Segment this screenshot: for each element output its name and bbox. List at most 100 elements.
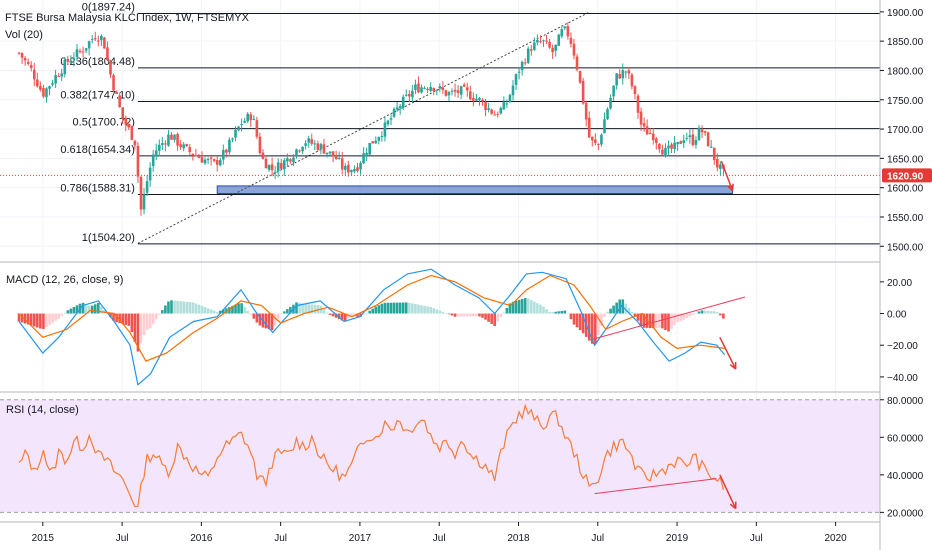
candle-body (594, 139, 597, 143)
candle-body (295, 149, 298, 157)
candle-body (121, 107, 124, 119)
macd-histogram-bar (191, 302, 195, 314)
macd-histogram-bar (703, 310, 707, 314)
fib-level-label: 0(1897.24) (82, 1, 135, 13)
macd-histogram-bar (691, 313, 695, 315)
candle-body (630, 74, 634, 87)
macd-histogram-bar (197, 304, 201, 314)
macd-histogram-bar (380, 303, 384, 314)
candle-body (612, 85, 615, 97)
candle-body (377, 137, 381, 141)
macd-histogram-bar (304, 304, 307, 314)
candle-body (533, 42, 536, 50)
candle-body (188, 146, 192, 153)
candle-body (228, 139, 231, 153)
candle-body (670, 144, 673, 149)
candle-body (185, 144, 189, 147)
macd-histogram-bar (145, 313, 149, 330)
macd-histogram-bar (560, 310, 564, 314)
macd-histogram-bar (167, 301, 170, 314)
candle-body (359, 162, 362, 170)
macd-histogram-bar (569, 313, 573, 320)
candle-body (87, 41, 91, 49)
macd-histogram-bar (228, 307, 231, 314)
macd-histogram-bar (264, 313, 268, 329)
macd-histogram-bar (511, 301, 515, 314)
macd-histogram-bar (496, 313, 500, 322)
macd-histogram-bar (578, 313, 582, 331)
macd-histogram-bar (572, 313, 576, 325)
macd-histogram-bar (426, 306, 429, 314)
candle-body (661, 149, 664, 155)
candle-body (398, 106, 402, 109)
fib-level-label: 0.786(1588.31) (60, 183, 135, 195)
macd-histogram-bar (337, 313, 341, 320)
macd-histogram-bar (157, 313, 161, 315)
macd-histogram-bar (404, 302, 408, 314)
candle-body (48, 86, 51, 89)
candle-body (447, 92, 451, 96)
macd-histogram-bar (566, 313, 570, 315)
macd-histogram-bar (481, 313, 484, 318)
macd-histogram-bar (642, 313, 646, 328)
time-tick-label: Jul (274, 533, 287, 544)
macd-histogram-bar (286, 309, 289, 314)
macd-histogram-bar (417, 304, 420, 314)
candle-body (194, 155, 198, 157)
candle-body (411, 90, 414, 98)
candle-body (526, 48, 530, 63)
candle-body (673, 142, 676, 150)
time-axis: 2015 Jul 2016 Jul 2017 Jul 2018 Jul 2019 Jul 2020 (32, 522, 847, 544)
candle-body (606, 109, 609, 120)
candle-body (20, 52, 24, 58)
candle-body (109, 61, 112, 75)
rsi-axis: 80.0000 60.0000 40.0000 20.0000 (880, 396, 924, 519)
macd-histogram-bar (209, 309, 213, 314)
candle-body (182, 144, 185, 149)
macd-histogram-bar (234, 304, 237, 314)
macd-histogram-bar (542, 306, 545, 314)
macd-histogram-bar (365, 312, 368, 314)
candle-body (145, 181, 149, 193)
candle-body (100, 35, 103, 41)
macd-histogram-bar (328, 313, 332, 315)
candle-body (481, 99, 484, 102)
macd-histogram-bar (462, 313, 466, 317)
candle-body (395, 107, 399, 110)
macd-histogram-bar (563, 310, 567, 314)
macd-histogram-bar (609, 308, 612, 314)
candle-body (706, 132, 710, 147)
candle-body (270, 164, 274, 171)
macd-histogram-bar (469, 313, 472, 317)
time-tick-label: Jul (433, 533, 446, 544)
macd-histogram-bar (39, 313, 42, 329)
macd-histogram-bar (313, 304, 317, 314)
macd-histogram-bar (283, 311, 286, 314)
candle-body (719, 164, 722, 169)
candle-body (539, 41, 542, 43)
macd-histogram-bar (200, 305, 204, 314)
macd-histogram-bar (432, 308, 436, 314)
candle-body (286, 158, 289, 162)
macd-histogram-bar (118, 313, 121, 324)
candle-body (328, 151, 332, 154)
arrow-head (729, 361, 737, 370)
macd-histogram-bar (715, 312, 719, 314)
macd-histogram-bar (630, 312, 634, 314)
candle-body (508, 94, 512, 102)
candle-body (371, 141, 375, 144)
macd-histogram-bar (392, 302, 396, 314)
candle-body (362, 153, 365, 164)
macd-histogram-bar (722, 313, 725, 319)
macd-tick-label: −40.00 (887, 373, 918, 384)
candle-body (197, 156, 201, 159)
macd-histogram-bar (590, 313, 594, 344)
fib-level-label: 1(1504.20) (82, 232, 135, 244)
candle-body (700, 129, 704, 133)
candle-body (554, 44, 557, 51)
candle-body (420, 87, 423, 93)
macd-histogram-bar (368, 310, 371, 314)
macd-histogram-bar (356, 313, 359, 317)
arrow-head (729, 501, 737, 510)
